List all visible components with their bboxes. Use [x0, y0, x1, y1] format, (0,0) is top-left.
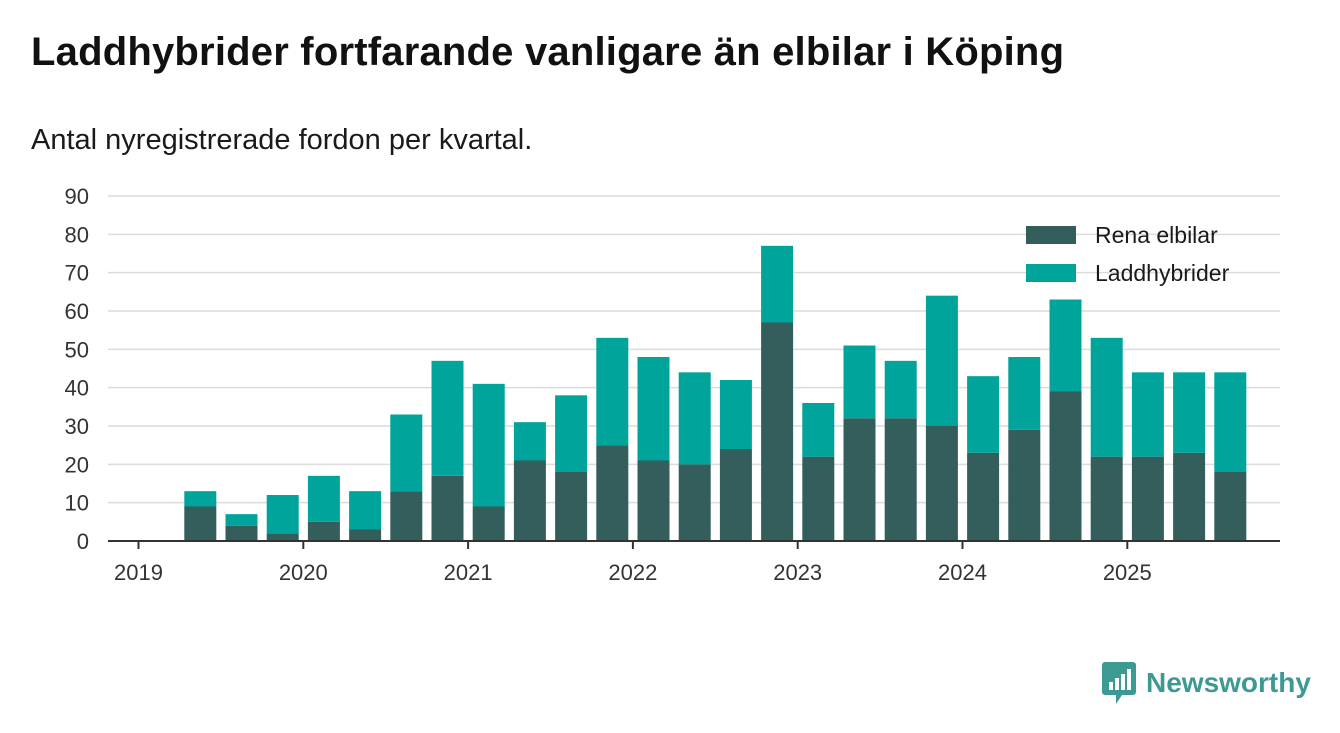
bar-rena-elbilar-2021-q4 — [596, 445, 629, 541]
y-tick-label-60: 60 — [65, 299, 89, 324]
legend-label-rena-elbilar: Rena elbilar — [1095, 222, 1218, 248]
bar-laddhybrider-2025-q2 — [1173, 372, 1206, 453]
y-tick-label-90: 90 — [65, 184, 89, 209]
x-tick-label-2025: 2025 — [1103, 560, 1152, 585]
bar-rena-elbilar-2023-q3 — [884, 418, 917, 541]
x-tick-label-2019: 2019 — [114, 560, 163, 585]
bar-rena-elbilar-2020-q4 — [431, 475, 464, 541]
y-tick-label-40: 40 — [65, 376, 89, 401]
bar-laddhybrider-2022-q3 — [719, 380, 752, 449]
bar-rena-elbilar-2025-q3 — [1214, 472, 1247, 541]
x-tick-label-2022: 2022 — [608, 560, 657, 585]
y-tick-label-10: 10 — [65, 491, 89, 516]
bar-rena-elbilar-2019-q4 — [266, 533, 299, 541]
bar-rena-elbilar-2022-q3 — [719, 449, 752, 541]
bar-laddhybrider-2024-q3 — [1049, 299, 1082, 392]
bar-rena-elbilar-2020-q3 — [390, 491, 423, 541]
bar-rena-elbilar-2024-q3 — [1049, 391, 1082, 541]
bar-laddhybrider-2021-q1 — [472, 383, 505, 507]
brand-logo: Newsworthy — [1102, 662, 1311, 704]
bar-laddhybrider-2022-q2 — [678, 372, 711, 465]
y-axis-ticks: 0 10 20 30 40 50 60 70 80 90 — [65, 184, 89, 554]
bar-rena-elbilar-2024-q1 — [967, 452, 1000, 541]
bar-laddhybrider-2023-q2 — [843, 345, 876, 419]
bar-laddhybrider-2021-q4 — [596, 337, 629, 446]
bar-rena-elbilar-2020-q2 — [349, 529, 382, 541]
bar-rena-elbilar-2022-q2 — [678, 464, 711, 541]
y-tick-label-50: 50 — [65, 337, 89, 362]
bar-laddhybrider-2021-q2 — [513, 422, 546, 461]
bar-laddhybrider-2019-q3 — [225, 514, 258, 526]
bar-laddhybrider-2023-q1 — [802, 403, 835, 457]
legend: Rena elbilar Laddhybrider — [1026, 222, 1230, 286]
chart-subtitle: Antal nyregistrerade fordon per kvartal. — [31, 124, 533, 156]
bar-laddhybrider-2023-q3 — [884, 360, 917, 419]
bar-rena-elbilar-2021-q1 — [472, 506, 505, 541]
bar-rena-elbilar-2022-q4 — [761, 322, 794, 541]
y-tick-label-20: 20 — [65, 452, 89, 477]
legend-swatch-rena-elbilar — [1026, 226, 1076, 244]
bar-laddhybrider-2024-q4 — [1090, 337, 1123, 457]
x-axis: 2019 2020 2021 2022 2023 2024 2025 — [108, 540, 1280, 585]
bar-laddhybrider-2020-q3 — [390, 414, 423, 492]
bar-rena-elbilar-2021-q2 — [513, 460, 546, 541]
bar-laddhybrider-2021-q3 — [555, 395, 588, 472]
bar-laddhybrider-2024-q1 — [967, 376, 1000, 453]
bars — [184, 245, 1247, 541]
bar-rena-elbilar-2023-q2 — [843, 418, 876, 541]
bar-rena-elbilar-2023-q1 — [802, 456, 835, 541]
bar-rena-elbilar-2020-q1 — [307, 521, 340, 541]
bar-laddhybrider-2022-q4 — [761, 245, 794, 323]
bar-rena-elbilar-2019-q3 — [225, 525, 258, 541]
bar-laddhybrider-2023-q4 — [925, 295, 958, 426]
bar-laddhybrider-2025-q3 — [1214, 372, 1247, 472]
y-tick-label-0: 0 — [77, 529, 89, 554]
x-tick-label-2024: 2024 — [938, 560, 987, 585]
bar-laddhybrider-2025-q1 — [1131, 372, 1164, 457]
bar-rena-elbilar-2024-q4 — [1090, 456, 1123, 541]
y-tick-label-70: 70 — [65, 261, 89, 286]
bar-laddhybrider-2020-q4 — [431, 360, 464, 476]
y-tick-label-80: 80 — [65, 222, 89, 247]
bar-rena-elbilar-2019-q2 — [184, 506, 217, 541]
x-tick-label-2023: 2023 — [773, 560, 822, 585]
bar-rena-elbilar-2025-q1 — [1131, 456, 1164, 541]
y-tick-label-30: 30 — [65, 414, 89, 439]
bar-chart-badge-icon — [1102, 662, 1136, 704]
bar-laddhybrider-2020-q2 — [349, 491, 382, 530]
x-tick-label-2020: 2020 — [279, 560, 328, 585]
brand-name: Newsworthy — [1146, 667, 1311, 698]
chart-title: Laddhybrider fortfarande vanligare än el… — [31, 30, 1065, 74]
bar-rena-elbilar-2024-q2 — [1008, 429, 1041, 541]
bar-rena-elbilar-2023-q4 — [925, 426, 958, 541]
legend-label-laddhybrider: Laddhybrider — [1095, 260, 1230, 286]
bar-rena-elbilar-2021-q3 — [555, 472, 588, 541]
bar-laddhybrider-2019-q2 — [184, 491, 217, 507]
bar-laddhybrider-2019-q4 — [266, 495, 299, 534]
bar-laddhybrider-2022-q1 — [637, 357, 670, 461]
x-tick-label-2021: 2021 — [444, 560, 493, 585]
legend-swatch-laddhybrider — [1026, 264, 1076, 282]
bar-laddhybrider-2020-q1 — [307, 475, 340, 522]
bar-laddhybrider-2024-q2 — [1008, 357, 1041, 430]
bar-rena-elbilar-2022-q1 — [637, 460, 670, 541]
bar-rena-elbilar-2025-q2 — [1173, 452, 1206, 541]
